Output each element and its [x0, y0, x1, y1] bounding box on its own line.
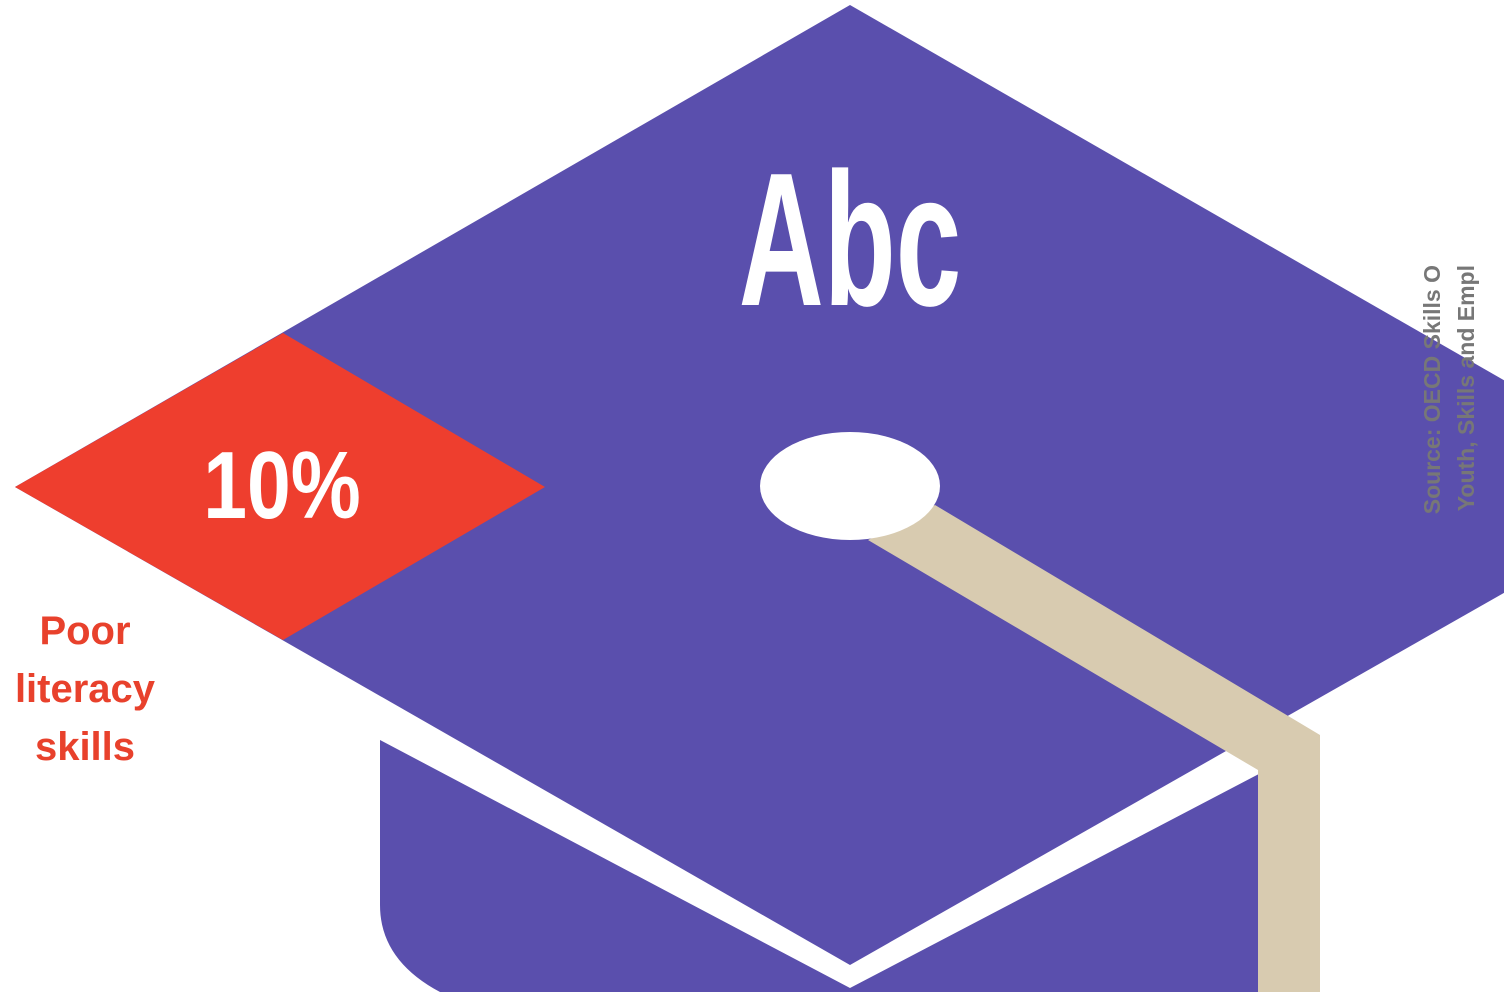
highlight-value: 10%: [203, 432, 361, 539]
tassel-button: [760, 432, 940, 540]
highlight-label: skills: [35, 725, 135, 769]
source-line: Youth, Skills and Empl: [1453, 265, 1479, 511]
cap-board: [15, 5, 1504, 965]
tassel-strap: [868, 505, 1320, 992]
highlight-diamond: [15, 333, 545, 640]
cap-base: [380, 740, 1320, 992]
title: Abc: [739, 134, 962, 346]
source-line: Source: OECD Skills O: [1419, 265, 1445, 514]
highlight-label: Poor: [39, 609, 130, 653]
highlight-label: literacy: [15, 667, 156, 711]
